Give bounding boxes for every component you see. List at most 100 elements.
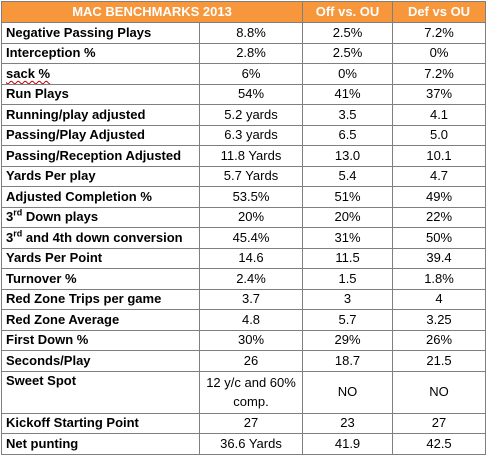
mac-value: 4.8 — [198, 309, 304, 331]
off-value: 31% — [302, 227, 394, 249]
off-value: 23 — [302, 412, 394, 434]
row-label: Turnover % — [1, 268, 200, 290]
off-value: 0% — [302, 63, 394, 85]
row-label-rest: and 4th down conversion — [22, 229, 183, 245]
off-value: 41% — [302, 83, 394, 105]
mac-value: 53.5% — [198, 186, 304, 208]
off-value: 13.0 — [302, 145, 394, 167]
off-value: 18.7 — [302, 350, 394, 372]
table-row: Interception % 2.8% 2.5% 0% — [1, 42, 486, 64]
table-title: MAC BENCHMARKS 2013 — [0, 1, 304, 23]
mac-value: 6.3 yards — [198, 124, 304, 146]
row-label-cell: sack % — [1, 63, 200, 85]
row-label: Passing/Reception Adjusted — [1, 145, 200, 167]
mac-value: 2.4% — [198, 268, 304, 290]
row-label: First Down % — [1, 329, 200, 351]
off-value: 2.5% — [302, 42, 394, 64]
mac-value: 5.2 yards — [198, 104, 304, 126]
def-value: 50% — [392, 227, 486, 249]
mac-value: 20% — [198, 206, 304, 228]
mac-value: 45.4% — [198, 227, 304, 249]
def-value: 3.25 — [392, 309, 486, 331]
row-label: Interception % — [1, 42, 200, 64]
row-label-cell: 3rd and 4th down conversion — [1, 227, 200, 249]
mac-value: 12 y/c and 60% comp. — [198, 370, 304, 414]
table-row: Passing/Reception Adjusted 11.8 Yards 13… — [1, 145, 486, 167]
off-value: 2.5% — [302, 22, 394, 44]
def-value: 26% — [392, 329, 486, 351]
row-label-sup: rd — [13, 228, 23, 239]
def-value: 10.1 — [392, 145, 486, 167]
def-value: 4 — [392, 288, 486, 310]
mac-value: 2.8% — [198, 42, 304, 64]
def-value: 39.4 — [392, 247, 486, 269]
benchmarks-table: MAC BENCHMARKS 2013 Off vs. OU Def vs OU… — [0, 1, 486, 455]
col-header-off: Off vs. OU — [302, 1, 394, 23]
def-value: 22% — [392, 206, 486, 228]
off-value: 3.5 — [302, 104, 394, 126]
row-label: Net punting — [1, 433, 200, 455]
row-label: Red Zone Trips per game — [1, 288, 200, 310]
table-row: Adjusted Completion % 53.5% 51% 49% — [1, 186, 486, 208]
row-label-num: 3 — [6, 229, 14, 245]
def-value: 0% — [392, 42, 486, 64]
def-value: 27 — [392, 412, 486, 434]
row-label: Passing/Play Adjusted — [1, 124, 200, 146]
table-row: Negative Passing Plays 8.8% 2.5% 7.2% — [1, 22, 486, 44]
def-value: 4.1 — [392, 104, 486, 126]
table-row: Red Zone Average 4.8 5.7 3.25 — [1, 309, 486, 331]
mac-value: 3.7 — [198, 288, 304, 310]
table-row: sack % 6% 0% 7.2% — [1, 63, 486, 85]
table-row: Sweet Spot 12 y/c and 60% comp. NO NO — [1, 370, 486, 414]
table-row: Passing/Play Adjusted 6.3 yards 6.5 5.0 — [1, 124, 486, 146]
header-row: MAC BENCHMARKS 2013 Off vs. OU Def vs OU — [0, 1, 486, 23]
row-label-num: 3 — [6, 209, 14, 225]
row-label: sack % — [6, 65, 51, 81]
table-row: Yards Per play 5.7 Yards 5.4 4.7 — [1, 165, 486, 187]
off-value: 5.4 — [302, 165, 394, 187]
row-label: Yards Per play — [1, 165, 200, 187]
table-row: 3rd and 4th down conversion 45.4% 31% 50… — [1, 227, 486, 249]
table-row: First Down % 30% 29% 26% — [1, 329, 486, 351]
mac-value: 30% — [198, 329, 304, 351]
mac-value: 11.8 Yards — [198, 145, 304, 167]
def-value: 7.2% — [392, 22, 486, 44]
def-value: 7.2% — [392, 63, 486, 85]
off-value: 3 — [302, 288, 394, 310]
table-body: Negative Passing Plays 8.8% 2.5% 7.2% In… — [1, 22, 486, 455]
mac-value: 8.8% — [198, 22, 304, 44]
off-value: 5.7 — [302, 309, 394, 331]
row-label: Yards Per Point — [1, 247, 200, 269]
off-value: NO — [302, 370, 394, 414]
off-value: 11.5 — [302, 247, 394, 269]
mac-value: 6% — [198, 63, 304, 85]
off-value: 20% — [302, 206, 394, 228]
table-row: 3rd Down plays 20% 20% 22% — [1, 206, 486, 228]
table-row: Running/play adjusted 5.2 yards 3.5 4.1 — [1, 104, 486, 126]
table-row: Seconds/Play 26 18.7 21.5 — [1, 350, 486, 372]
table-row: Kickoff Starting Point 27 23 27 — [1, 412, 486, 434]
table-row: Red Zone Trips per game 3.7 3 4 — [1, 288, 486, 310]
def-value: 1.8% — [392, 268, 486, 290]
def-value: 42.5 — [392, 433, 486, 455]
table-row: Turnover % 2.4% 1.5 1.8% — [1, 268, 486, 290]
def-value: 4.7 — [392, 165, 486, 187]
table-row: Run Plays 54% 41% 37% — [1, 83, 486, 105]
mac-value: 5.7 Yards — [198, 165, 304, 187]
table-row: Yards Per Point 14.6 11.5 39.4 — [1, 247, 486, 269]
row-label: Negative Passing Plays — [1, 22, 200, 44]
def-value: 49% — [392, 186, 486, 208]
mac-value: 27 — [198, 412, 304, 434]
mac-value: 54% — [198, 83, 304, 105]
row-label: Seconds/Play — [1, 350, 200, 372]
row-label: Adjusted Completion % — [1, 186, 200, 208]
row-label: Kickoff Starting Point — [1, 412, 200, 434]
row-label: Red Zone Average — [1, 309, 200, 331]
row-label-rest: Down plays — [22, 209, 99, 225]
table-header: MAC BENCHMARKS 2013 Off vs. OU Def vs OU — [0, 1, 486, 23]
mac-value: 26 — [198, 350, 304, 372]
row-label-sup: rd — [13, 207, 23, 218]
mac-value: 36.6 Yards — [198, 433, 304, 455]
off-value: 51% — [302, 186, 394, 208]
row-label: Running/play adjusted — [1, 104, 200, 126]
